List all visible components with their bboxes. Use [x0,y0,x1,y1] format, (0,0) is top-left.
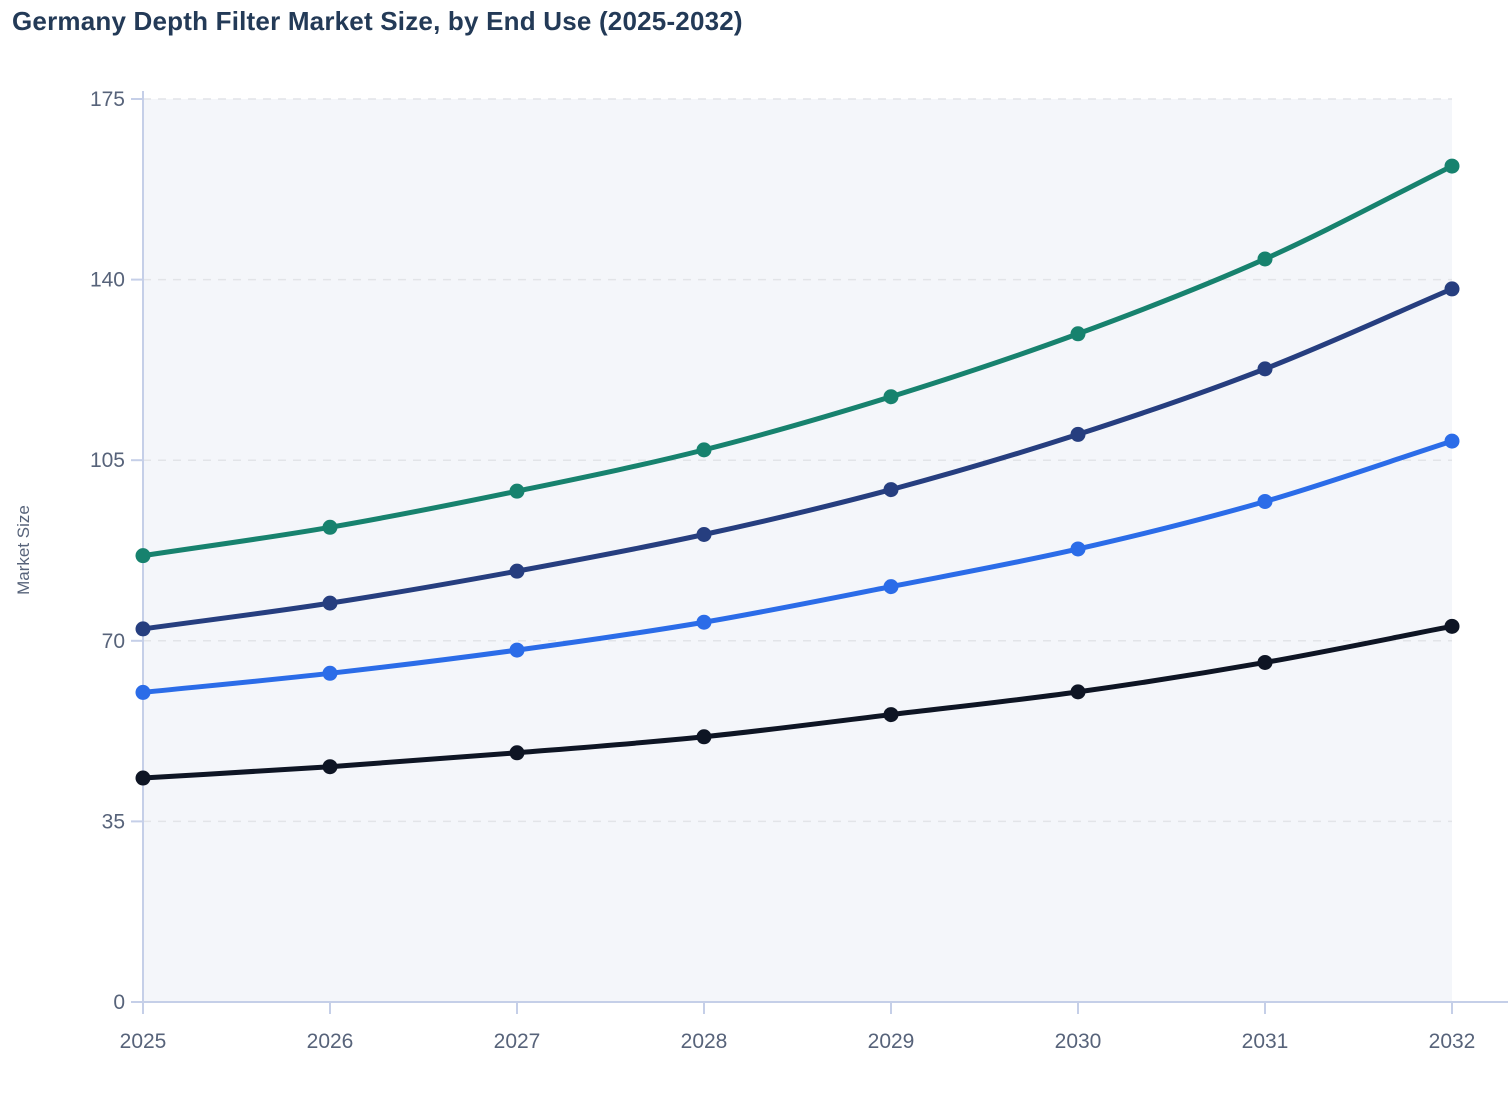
data-point-series-navy-2028[interactable] [696,527,712,543]
data-point-series-blue-2028[interactable] [696,614,712,630]
series-line-series-blue [140,438,1455,695]
y-axis-tick-label: 0 [113,991,125,1014]
y-axis-tick-label: 175 [90,88,125,111]
data-point-series-navy-2027[interactable] [509,563,525,579]
series-line-series-black [140,623,1455,781]
data-point-series-navy-2029[interactable] [883,482,899,498]
data-point-series-black-2030[interactable] [1070,684,1086,700]
plot-area [143,99,1452,1002]
data-point-series-teal-2027[interactable] [509,483,525,499]
series-line-series-navy [140,286,1455,632]
x-axis-tick-label: 2029 [868,1030,915,1053]
data-point-series-teal-2030[interactable] [1070,326,1086,342]
data-point-series-black-2031[interactable] [1257,654,1273,670]
data-point-series-teal-2025[interactable] [135,548,151,564]
data-point-series-navy-2026[interactable] [322,595,338,611]
data-point-series-teal-2026[interactable] [322,519,338,535]
y-axis-tick-label: 70 [102,630,125,653]
y-axis-tick-label: 35 [102,810,125,833]
y-axis-tick-label: 105 [90,449,125,472]
data-point-series-teal-2032[interactable] [1444,158,1460,174]
series-line-series-teal [140,163,1455,559]
y-axis-tick-label: 140 [90,269,125,292]
data-point-series-black-2029[interactable] [883,707,899,723]
x-axis-tick-label: 2028 [681,1030,728,1053]
data-point-series-black-2028[interactable] [696,729,712,745]
data-point-series-blue-2027[interactable] [509,642,525,658]
data-point-series-navy-2025[interactable] [135,621,151,637]
x-axis-tick-label: 2031 [1242,1030,1289,1053]
data-point-series-blue-2025[interactable] [135,684,151,700]
x-axis-tick-label: 2027 [494,1030,541,1053]
chart-title: Germany Depth Filter Market Size, by End… [12,6,743,36]
data-point-series-blue-2030[interactable] [1070,541,1086,557]
data-point-series-teal-2029[interactable] [883,389,899,405]
data-point-series-navy-2031[interactable] [1257,361,1273,377]
data-point-series-blue-2029[interactable] [883,579,899,595]
data-point-series-black-2025[interactable] [135,770,151,786]
data-point-series-black-2032[interactable] [1444,618,1460,634]
x-axis-tick-label: 2026 [307,1030,354,1053]
x-axis-tick-label: 2025 [120,1030,167,1053]
data-point-series-teal-2028[interactable] [696,442,712,458]
data-point-series-blue-2032[interactable] [1444,433,1460,449]
data-point-series-black-2026[interactable] [322,759,338,775]
data-point-series-black-2027[interactable] [509,745,525,761]
x-axis-tick-label: 2032 [1429,1030,1476,1053]
data-point-series-navy-2032[interactable] [1444,281,1460,297]
data-point-series-blue-2026[interactable] [322,665,338,681]
data-point-series-blue-2031[interactable] [1257,493,1273,509]
data-point-series-navy-2030[interactable] [1070,426,1086,442]
x-axis-tick-label: 2030 [1055,1030,1102,1053]
data-point-series-teal-2031[interactable] [1257,251,1273,267]
